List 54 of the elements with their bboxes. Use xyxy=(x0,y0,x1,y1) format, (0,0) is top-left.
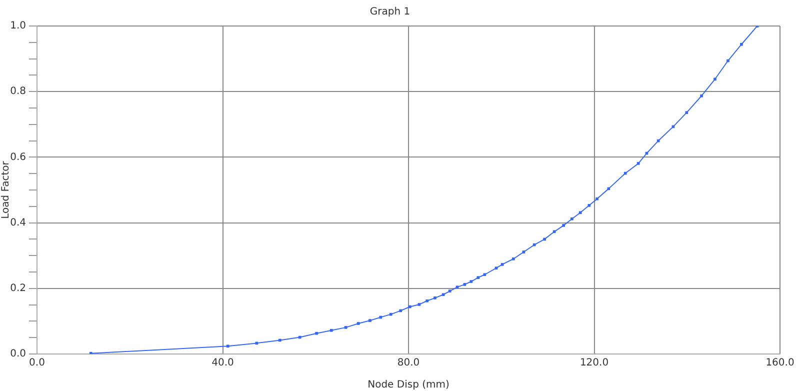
point xyxy=(494,266,498,270)
point xyxy=(315,332,318,335)
point xyxy=(714,78,716,81)
y-tick-label: 0.2 xyxy=(10,282,26,294)
point xyxy=(426,299,428,302)
point xyxy=(470,280,473,283)
point xyxy=(636,162,640,165)
point xyxy=(624,172,627,175)
point xyxy=(607,187,610,190)
point xyxy=(399,309,402,312)
point xyxy=(578,211,582,214)
point xyxy=(408,305,412,308)
y-tick-label: 0.6 xyxy=(10,152,26,163)
point xyxy=(500,263,504,266)
x-axis-title: Node Disp (mm) xyxy=(368,380,450,391)
point xyxy=(685,111,688,114)
point xyxy=(389,312,392,316)
point xyxy=(740,42,743,46)
point xyxy=(588,204,591,207)
point xyxy=(726,59,730,62)
chart-title: Graph 1 xyxy=(370,6,410,18)
x-tick-label: 40.0 xyxy=(212,358,234,369)
x-tick-label: 120.0 xyxy=(580,358,609,369)
y-axis-title: Load Factor xyxy=(0,160,12,219)
x-tick-label: 0.0 xyxy=(29,358,45,369)
y-tick-label: 0.0 xyxy=(10,348,26,360)
x-tick-label: 80.0 xyxy=(397,358,420,369)
point xyxy=(532,243,536,246)
point xyxy=(418,303,421,306)
point xyxy=(226,344,230,348)
point xyxy=(463,283,466,286)
point xyxy=(255,342,258,345)
point xyxy=(344,326,348,329)
point xyxy=(476,276,480,279)
point xyxy=(543,238,546,241)
point xyxy=(483,273,486,276)
point xyxy=(552,230,556,234)
y-tick-label: 0.4 xyxy=(10,217,26,228)
point xyxy=(700,94,703,98)
point xyxy=(456,286,459,288)
point xyxy=(330,328,333,332)
point xyxy=(512,257,515,260)
point xyxy=(379,316,382,319)
point xyxy=(442,293,445,296)
point xyxy=(570,217,574,220)
point xyxy=(298,336,302,339)
point xyxy=(522,250,526,254)
point xyxy=(278,338,282,342)
point xyxy=(448,290,452,292)
point xyxy=(596,197,598,200)
point xyxy=(356,322,360,325)
x-tick-label: 160.0 xyxy=(766,358,794,369)
y-tick-label: 0.8 xyxy=(10,86,26,98)
y-tick-label: 1.0 xyxy=(10,20,26,32)
